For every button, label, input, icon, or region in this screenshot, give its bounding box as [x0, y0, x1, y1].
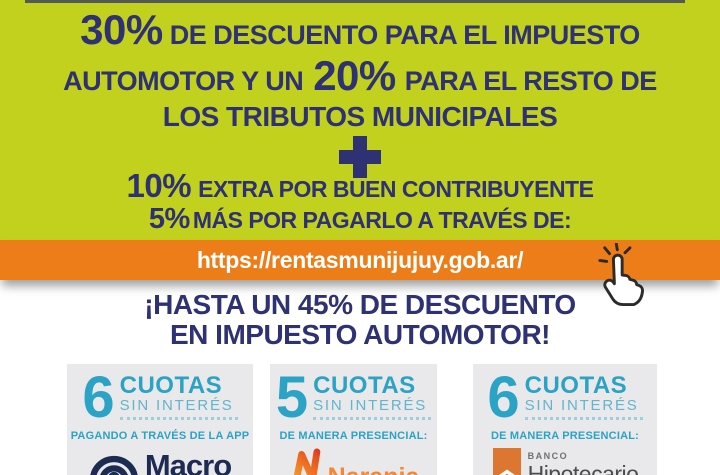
- headline-line-3: LOS TRIBUTOS MUNICIPALES: [162, 101, 558, 132]
- macro-wordmark: Macro: [144, 448, 232, 475]
- hipotecario-wordmark: Hipotecario: [527, 461, 639, 475]
- payment-condition: DE MANERA PRESENCIAL:: [490, 430, 640, 442]
- hipotecario-logo: BANCO Hipotecario: [492, 448, 639, 475]
- extra-5pct: 5%: [148, 203, 190, 235]
- dotted-divider: [524, 417, 643, 420]
- installments-count: 6 CUOTAS SIN INTERÉS: [82, 365, 238, 430]
- promo-heading-line-2: EN IMPUESTO AUTOMOTOR!: [170, 319, 551, 350]
- headline-20pct: 20%: [313, 52, 396, 99]
- plus-icon: [339, 136, 381, 178]
- extra-discount-line: 10% EXTRA POR BUEN CONTRIBUYENTE: [0, 168, 720, 207]
- discount-banner: 30% DE DESCUENTO PARA EL IMPUESTO AUTOMO…: [0, 0, 720, 240]
- click-hand-icon: [598, 243, 644, 307]
- headline-line-1-text: DE DESCUENTO PARA EL IMPUESTO: [162, 20, 641, 50]
- sin-interes-label: SIN INTERÉS: [524, 397, 639, 414]
- macro-arcs-icon: [90, 455, 138, 475]
- payment-condition: DE MANERA PRESENCIAL:: [279, 430, 428, 442]
- installments-card-hipotecario: 6 CUOTAS SIN INTERÉS DE MANERA PRESENCIA…: [473, 364, 657, 475]
- cuotas-label: CUOTAS: [119, 372, 223, 399]
- naranja-logo: Naranja: [288, 448, 420, 475]
- naranja-wordmark: Naranja: [328, 463, 420, 475]
- installments-count: 5 CUOTAS SIN INTERÉS: [275, 365, 432, 430]
- headline-line-2-post: PARA EL RESTO DE: [397, 66, 658, 96]
- payment-condition: PAGANDO A TRAVÉS DE LA APP: [70, 430, 250, 442]
- naranja-n-icon: [293, 448, 320, 475]
- installments-number: 6: [487, 365, 519, 430]
- macro-logo: Macro: [89, 448, 232, 475]
- promo-heading: ¡HASTA UN 45% DE DESCUENTO EN IMPUESTO A…: [0, 290, 720, 350]
- installments-count: 6 CUOTAS SIN INTERÉS: [487, 365, 643, 430]
- installments-card-macro: 6 CUOTAS SIN INTERÉS PAGANDO A TRAVÉS DE…: [67, 364, 253, 475]
- extra-5pct-text: MÁS POR PAGARLO A TRAVÉS DE:: [192, 207, 572, 233]
- headline-line-2: AUTOMOTOR Y UN 20% PARA EL RESTO DE: [0, 52, 720, 105]
- headline-line-1: 30% DE DESCUENTO PARA EL IMPUESTO: [0, 6, 720, 59]
- extra-10pct: 10%: [126, 167, 192, 204]
- extra-10pct-text: EXTRA POR BUEN CONTRIBUYENTE: [198, 176, 594, 202]
- url-link[interactable]: https://rentasmunijujuy.gob.ar/: [196, 246, 524, 273]
- installments-number: 5: [275, 365, 308, 430]
- installments-number: 6: [82, 365, 114, 430]
- cuotas-label: CUOTAS: [313, 372, 416, 399]
- promo-heading-line-1: ¡HASTA UN 45% DE DESCUENTO: [144, 289, 576, 320]
- headline-line-2-pre: AUTOMOTOR Y UN: [63, 66, 304, 96]
- banco-label: BANCO: [527, 451, 569, 461]
- cuotas-label: CUOTAS: [524, 372, 628, 399]
- top-border-strip: [25, 0, 685, 3]
- online-discount-line: 5% MÁS POR PAGARLO A TRAVÉS DE:: [0, 202, 720, 237]
- sin-interes-label: SIN INTERÉS: [313, 397, 428, 414]
- headline-30pct: 30%: [80, 6, 163, 53]
- dotted-divider: [119, 417, 238, 420]
- hipotecario-ribbon-icon: [492, 448, 521, 475]
- installments-card-naranja: 5 CUOTAS SIN INTERÉS DE MANERA PRESENCIA…: [270, 364, 437, 475]
- dotted-divider: [313, 417, 432, 420]
- sin-interes-label: SIN INTERÉS: [119, 397, 234, 414]
